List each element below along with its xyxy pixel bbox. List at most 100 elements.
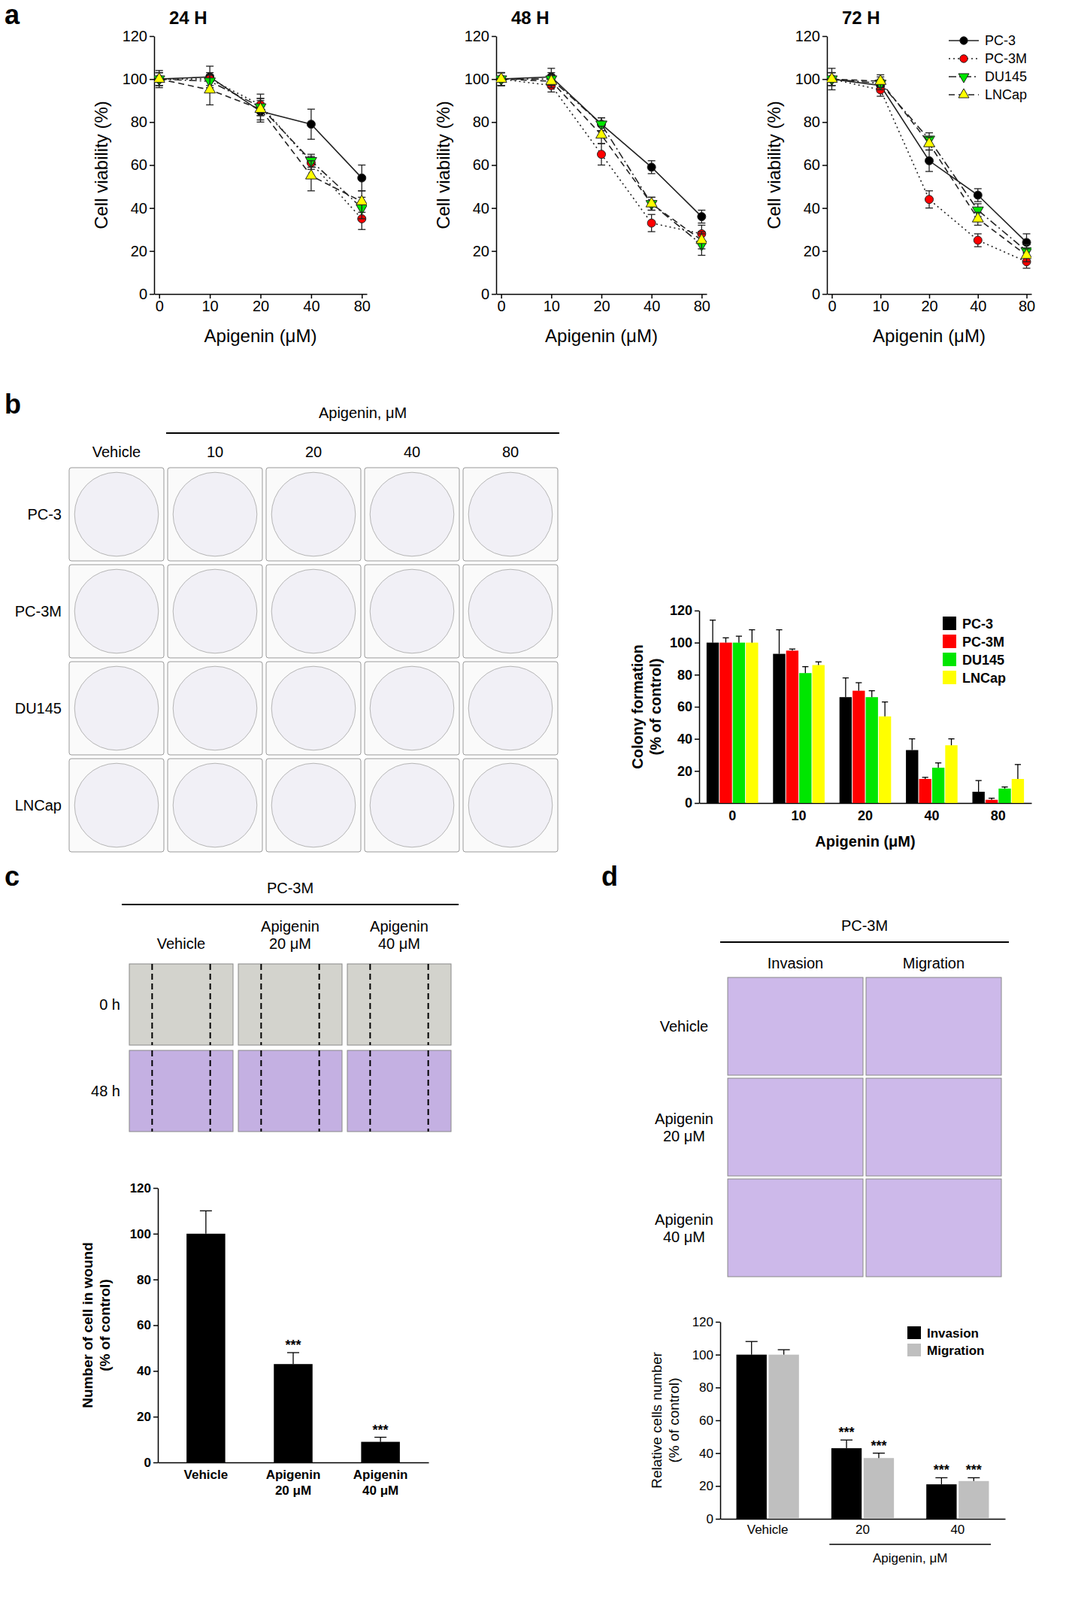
y-axis: 020406080100120 [669,602,700,811]
legend-label: PC-3M [962,634,1005,650]
y-tick-mark [694,738,700,740]
y-tick-label: 60 [803,156,821,173]
panel-letter: c [4,860,20,892]
marker [645,196,658,207]
y-tick-mark [694,642,700,644]
bar [866,696,879,803]
legend-swatch [907,1326,921,1339]
y-axis: 020406080100120 [464,27,497,303]
marker [356,195,367,206]
legend-label: LNCap [984,87,1027,103]
x-tick: 20 [855,1522,870,1537]
bar-chart: Vehicle2040020406080100120Relative cells… [648,1314,1006,1566]
error-bar [881,702,888,717]
y-tick-mark [491,251,497,253]
column-label: Apigenin20 μM [260,917,320,952]
image-placeholder [129,1050,234,1132]
x-tick-label: 0 [155,297,164,315]
y-tick: 0 [684,795,700,811]
y-tick-mark [715,1353,721,1356]
column-label: Migration [902,954,965,972]
error-bar [748,629,755,643]
image-placeholder [167,467,263,561]
y-tick-mark [153,1324,158,1327]
significance-label: *** [284,1337,301,1353]
legend-label: PC-3 [962,616,994,632]
row-label: Apigenin20 μM [654,1110,714,1145]
error-bar [745,1341,758,1354]
header: PC-3M [841,917,888,934]
plot-area [496,68,707,256]
x-tick-label: 80 [1018,297,1036,315]
x-tick: Vehicle [184,1467,229,1482]
y-axis-title: Relative cells number(% of control) [648,1351,682,1489]
error-bar [935,1477,948,1484]
y-tick: 80 [130,113,155,131]
x-axis-title: Apigenin (μM) [204,325,318,346]
y-tick-mark [715,1452,721,1454]
legend-label: Migration [926,1343,985,1358]
legend-swatch [942,670,957,685]
image-placeholder [167,758,263,852]
marker [154,72,165,83]
error-bar [357,165,366,191]
series-line [831,78,1027,262]
panel-letter: a [4,0,21,31]
series-line [159,78,363,202]
image-placeholder [129,963,234,1045]
y-tick-mark [491,36,497,38]
x-tick: 20 [252,293,270,315]
image-placeholder [463,661,558,755]
x-tick-label: 20 [855,1522,870,1537]
marker [647,218,656,228]
y-tick-mark [694,674,700,676]
bar [736,1354,767,1519]
image-placeholder [69,661,164,755]
x-tick: 0 [155,293,164,315]
x-tick: Apigenin40 μM [353,1467,409,1498]
legend-label: PC-3M [984,51,1027,67]
legend-item: LNCap [948,87,1027,103]
image-grid: Apigenin, μMVehicle10204080PC-3PC-3MDU14… [15,404,560,852]
plot-area [186,1210,400,1463]
y-tick-label: 40 [803,199,821,217]
y-tick-mark [149,207,155,209]
y-axis-title: Colony formation(% of control) [629,644,664,770]
x-axis-title: Apigenin, μM [872,1550,948,1566]
y-tick-mark [491,78,497,81]
error-bar [789,648,796,651]
bar [732,642,745,803]
y-tick-label: 100 [669,635,693,651]
image-placeholder [463,467,558,561]
y-tick-mark [491,164,497,167]
x-tick: 40 [302,293,320,315]
y-tick-mark [715,1321,721,1324]
y-tick: 20 [677,763,700,779]
chart-title: 72 H [841,7,881,28]
y-tick-mark [149,121,155,124]
y-tick-label: 20 [472,242,490,260]
x-tick-label: 0 [827,297,836,315]
bar [799,672,812,803]
marker [973,236,982,245]
y-tick: 20 [136,1409,158,1424]
y-tick: 120 [130,1181,158,1196]
error-bar [1001,787,1008,789]
error-bar [947,738,954,746]
column-label: 80 [502,443,519,461]
error-bar [802,666,809,674]
row-label: PC-3 [27,505,62,523]
y-tick: 40 [803,199,827,217]
y-tick: 80 [136,1272,158,1288]
legend-item: PC-3 [942,616,994,632]
y-axis: 020406080100120 [122,27,155,303]
y-tick: 100 [464,70,497,88]
y-tick: 0 [481,285,497,303]
legend-item: Migration [907,1343,985,1358]
significance-label: *** [966,1462,982,1478]
x-axis-title: Apigenin (μM) [872,325,986,346]
y-tick: 0 [144,1455,158,1470]
y-tick: 100 [692,1347,721,1363]
y-tick: 20 [472,242,497,260]
bar [768,1354,799,1519]
